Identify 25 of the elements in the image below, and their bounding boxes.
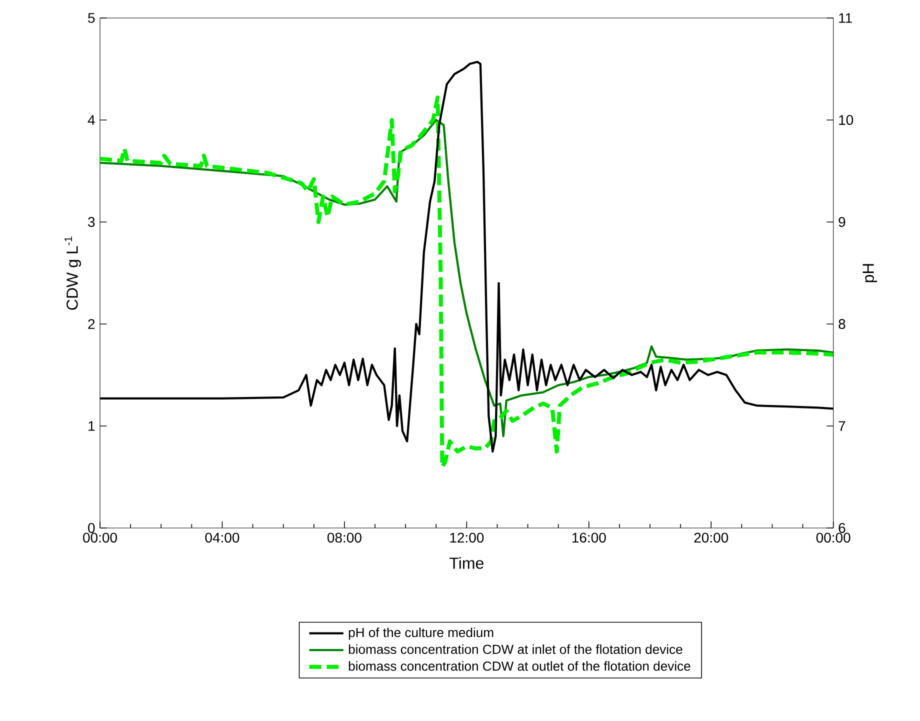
legend-label: biomass concentration CDW at outlet of the flotation device: [348, 661, 690, 671]
x-tick-label: 00:00: [83, 532, 117, 543]
y-tick-label: 5: [88, 13, 95, 23]
y2-tick-label: 10: [839, 115, 854, 125]
x-tick-label: 00:00: [816, 532, 850, 543]
x-tick-label: 16:00: [572, 532, 606, 543]
y2-tick-label: 8: [838, 319, 846, 329]
y-axis-title: CDW g L$^{-1}$: [64, 236, 82, 310]
x-tick-label: 12:00: [450, 532, 484, 543]
legend-label: biomass concentration CDW at inlet of the flotation device: [348, 644, 682, 654]
y-tick-label: 0: [88, 523, 95, 533]
x-axis-title: Time: [450, 557, 484, 569]
y-tick-label: 4: [88, 115, 95, 125]
y2-tick-label: 6: [838, 523, 846, 533]
y2-axis-title: pH: [862, 264, 878, 282]
legend-label: pH of the culture medium: [348, 628, 494, 640]
y-tick-label: 3: [88, 217, 95, 227]
y-tick-label: 2: [88, 319, 95, 329]
x-tick-label: 04:00: [205, 532, 240, 543]
y2-tick-label: 9: [838, 217, 846, 227]
y2-tick-label: 11: [839, 13, 852, 23]
y2-tick-label: 7: [838, 421, 846, 431]
x-tick-label: 08:00: [327, 532, 362, 543]
y-tick-label: 1: [88, 421, 95, 431]
x-tick-label: 20:00: [694, 532, 728, 543]
